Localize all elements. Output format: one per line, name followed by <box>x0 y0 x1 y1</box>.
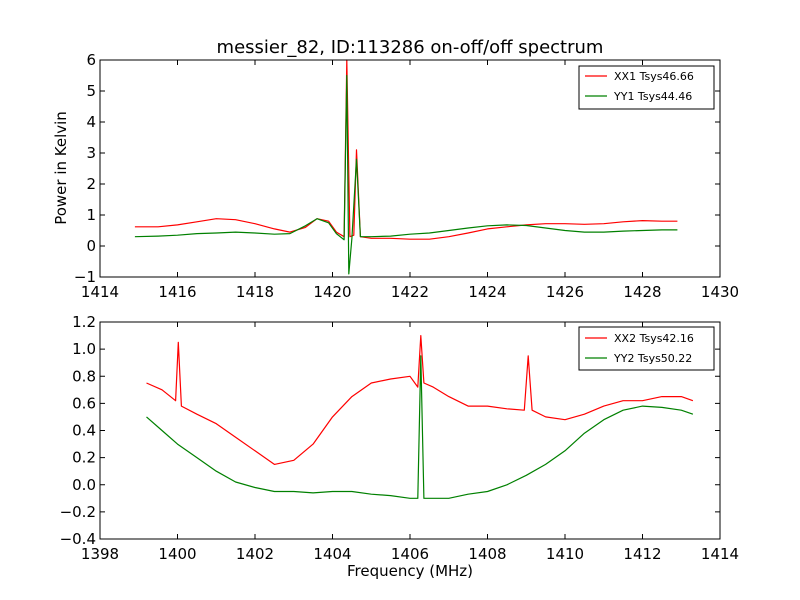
x-tick-label: 1398 <box>81 545 119 563</box>
y-tick-label: 6 <box>86 51 96 69</box>
x-tick-label: 1416 <box>158 283 196 301</box>
x-tick-label: 1422 <box>391 283 429 301</box>
y-tick-label: 4 <box>86 113 96 131</box>
x-tick-label: 1400 <box>158 545 196 563</box>
x-tick-label: 1426 <box>546 283 584 301</box>
series-line-yy2 <box>146 355 694 499</box>
bottom-chart-xlabel: Frequency (MHz) <box>347 562 473 580</box>
top-chart-ylabel: Power in Kelvin <box>52 111 70 225</box>
y-tick-label: 0 <box>86 237 96 255</box>
x-tick-label: 1406 <box>391 545 429 563</box>
x-tick-label: 1410 <box>546 545 584 563</box>
y-tick-label: −0.4 <box>60 530 96 548</box>
x-tick-label: 1402 <box>236 545 274 563</box>
top-legend-box <box>578 65 715 110</box>
y-tick-label: 1.2 <box>72 313 96 331</box>
top-chart: messier_82, ID:113286 on-off/off spectru… <box>52 37 739 301</box>
y-tick-label: 0.4 <box>72 422 96 440</box>
x-tick-label: 1424 <box>468 283 506 301</box>
bottom-chart: Frequency (MHz) 1398 1400 1402 1404 1406 1408… <box>60 313 740 580</box>
x-tick-label: 1414 <box>701 545 739 563</box>
bottom-chart-legend: XX2 Tsys42.16 YY2 Tsys50.22 <box>578 326 715 371</box>
x-tick-label: 1412 <box>623 545 661 563</box>
series-line-xx2 <box>146 335 694 465</box>
y-tick-label: 0.8 <box>72 367 96 385</box>
top-chart-series <box>134 59 678 275</box>
bottom-chart-series <box>146 335 694 499</box>
top-legend-label-yy1: YY1 Tsys44.46 <box>613 90 692 103</box>
y-tick-label: −1 <box>74 268 96 286</box>
x-tick-label: 1404 <box>313 545 351 563</box>
x-tick-label: 1408 <box>468 545 506 563</box>
top-legend-label-xx1: XX1 Tsys46.66 <box>614 70 694 83</box>
top-chart-frame <box>99 59 721 278</box>
x-tick-label: 1428 <box>623 283 661 301</box>
top-chart-legend: XX1 Tsys46.66 YY1 Tsys44.46 <box>578 65 715 110</box>
y-tick-label: 3 <box>86 144 96 162</box>
bottom-legend-box <box>578 326 715 371</box>
bottom-chart-frame <box>99 321 721 540</box>
x-tick-label: 1430 <box>701 283 739 301</box>
top-chart-title: messier_82, ID:113286 on-off/off spectru… <box>217 37 604 58</box>
x-tick-label: 1418 <box>236 283 274 301</box>
y-tick-label: 1 <box>86 206 96 224</box>
y-tick-label: 0.0 <box>72 476 96 494</box>
y-tick-label: 0.6 <box>72 394 96 412</box>
bottom-legend-label-yy2: YY2 Tsys50.22 <box>613 352 692 365</box>
series-line-yy1 <box>134 74 678 275</box>
y-tick-label: 2 <box>86 175 96 193</box>
y-tick-label: 5 <box>86 82 96 100</box>
top-chart-ticks: 1414 1416 1418 1420 1422 1424 1426 1428 1430−101… <box>74 51 739 301</box>
y-tick-label: 0.2 <box>72 449 96 467</box>
y-tick-label: −0.2 <box>60 503 96 521</box>
bottom-legend-label-xx2: XX2 Tsys42.16 <box>614 332 694 345</box>
x-tick-label: 1414 <box>81 283 119 301</box>
y-tick-label: 1.0 <box>72 340 96 358</box>
x-tick-label: 1420 <box>313 283 351 301</box>
